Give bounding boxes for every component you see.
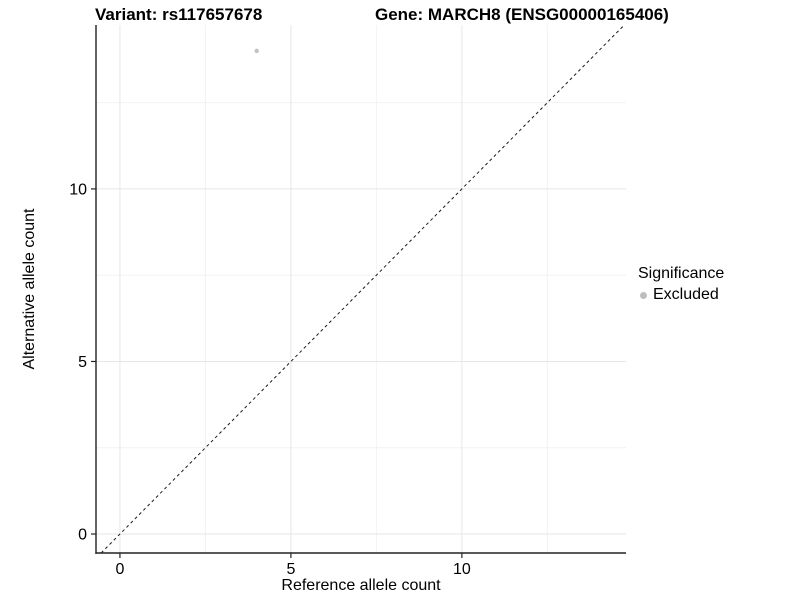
legend-title: Significance <box>638 265 725 282</box>
legend: Significance Excluded <box>638 265 724 304</box>
x-tick-label: 10 <box>453 561 471 578</box>
excluded-point-icon <box>640 291 647 299</box>
legend-item-label: Excluded <box>653 286 719 303</box>
data-point <box>254 48 259 54</box>
legend-item-excluded: Excluded <box>638 286 724 304</box>
y-tick-label: 0 <box>78 527 87 544</box>
x-tick-label: 0 <box>115 561 124 578</box>
x-tick-label: 5 <box>286 561 295 578</box>
variant-title: Variant: rs117657678 <box>95 5 263 24</box>
identity-dashed-line <box>100 24 625 554</box>
x-axis-title: Reference allele count <box>281 577 441 594</box>
y-tick-label: 5 <box>78 354 87 371</box>
y-tick-label: 10 <box>69 181 87 198</box>
gene-title: Gene: MARCH8 (ENSG00000165406) <box>375 5 669 24</box>
y-axis-title: Alternative allele count <box>21 208 38 370</box>
